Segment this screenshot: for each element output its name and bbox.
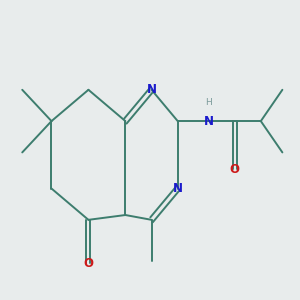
Text: N: N: [146, 83, 157, 96]
Text: O: O: [230, 163, 240, 176]
Text: O: O: [83, 257, 93, 270]
Text: N: N: [173, 182, 183, 195]
Text: H: H: [205, 98, 212, 107]
Text: N: N: [203, 115, 214, 128]
